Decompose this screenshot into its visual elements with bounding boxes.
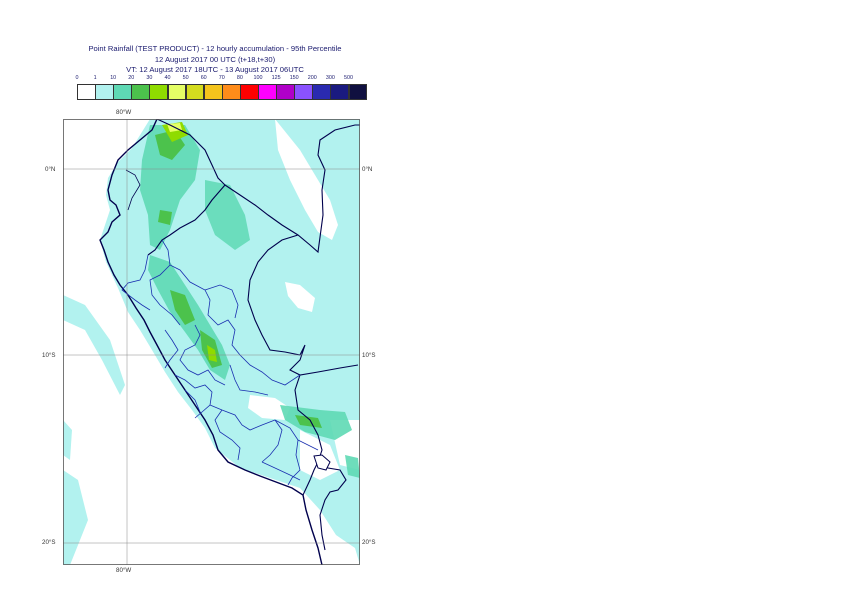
- legend-swatch: [113, 84, 133, 100]
- legend-tick-label: 150: [289, 75, 299, 81]
- legend-swatch: [276, 84, 295, 100]
- legend-tick-label: 20: [128, 75, 135, 81]
- legend-swatch: [258, 84, 277, 100]
- legend-tick-label: 70: [218, 75, 225, 81]
- legend-swatch: [167, 84, 187, 100]
- legend-tick-label: 40: [164, 75, 171, 81]
- legend-swatch: [185, 84, 205, 100]
- coastline: [99, 119, 323, 565]
- valid-time: VT: 12 August 2017 18UTC - 13 August 201…: [126, 65, 304, 74]
- map-frame: [63, 119, 360, 565]
- lat-label-0n-left: 0°N: [45, 166, 56, 173]
- rain-10-20-east: [205, 180, 250, 250]
- legend-swatch: [221, 84, 241, 100]
- legend-swatch: [348, 84, 368, 100]
- legend-tick-label: 125: [271, 75, 281, 81]
- rainfall-map: [63, 119, 360, 565]
- offshore-rain-band-2: [63, 420, 72, 460]
- lat-label-10s-left: 10°S: [42, 352, 56, 359]
- lat-label-20s-left: 20°S: [42, 539, 56, 546]
- legend-swatch: [149, 84, 169, 100]
- rain-10-20-andes-north: [140, 125, 200, 250]
- legend-swatch: [239, 84, 259, 100]
- ecuador-inner-border: [125, 169, 141, 211]
- offshore-rain-streak: [63, 295, 125, 395]
- rain-30-40-core-central: [207, 345, 217, 362]
- legend-tick-label: 1: [93, 75, 97, 81]
- legend-swatch: [294, 84, 314, 100]
- legend-swatch: [131, 84, 151, 100]
- regional-boundaries: [121, 239, 319, 486]
- lon-label-80w-bottom: 80°W: [116, 567, 132, 574]
- rain-20-30-south: [295, 415, 322, 428]
- lat-label-10s-right: 10°S: [362, 352, 376, 359]
- legend-tick-label: 50: [182, 75, 189, 81]
- legend-swatch: [330, 84, 350, 100]
- legend-swatch: [312, 84, 332, 100]
- dry-patch-amazon: [285, 282, 315, 312]
- rain-20-30-north-lower: [158, 210, 172, 225]
- legend-tick-label: 80: [236, 75, 243, 81]
- lake-titicaca: [313, 454, 331, 471]
- legend-tick-label: 100: [253, 75, 263, 81]
- legend-tick-label: 30: [146, 75, 153, 81]
- lat-label-20s-right: 20°S: [362, 539, 376, 546]
- legend-swatch: [203, 84, 223, 100]
- rain-10-20-se: [345, 455, 360, 478]
- legend-swatch: [95, 84, 114, 100]
- legend-tick-label: 500: [344, 75, 353, 81]
- product-title: Point Rainfall (TEST PRODUCT) - 12 hourl…: [88, 44, 342, 53]
- lat-label-0n-right: 0°N: [362, 166, 373, 173]
- dry-patch-south: [248, 395, 290, 420]
- graticule: [63, 119, 360, 565]
- lon-label-80w-top: 80°W: [116, 109, 132, 116]
- legend-tick-label: 60: [200, 75, 207, 81]
- legend-swatch: [77, 84, 96, 100]
- legend-tick-label: 200: [307, 75, 317, 81]
- rain-20-30-central: [170, 290, 195, 325]
- legend-tick-label: 10: [110, 75, 117, 81]
- legend-tick-label: 300: [325, 75, 335, 81]
- legend-tick-label: 0: [75, 75, 79, 81]
- offshore-rain-band: [63, 470, 88, 565]
- run-time: 12 August 2017 00 UTC (t+18,t+30): [154, 54, 276, 64]
- dry-ocean-area: [63, 119, 360, 565]
